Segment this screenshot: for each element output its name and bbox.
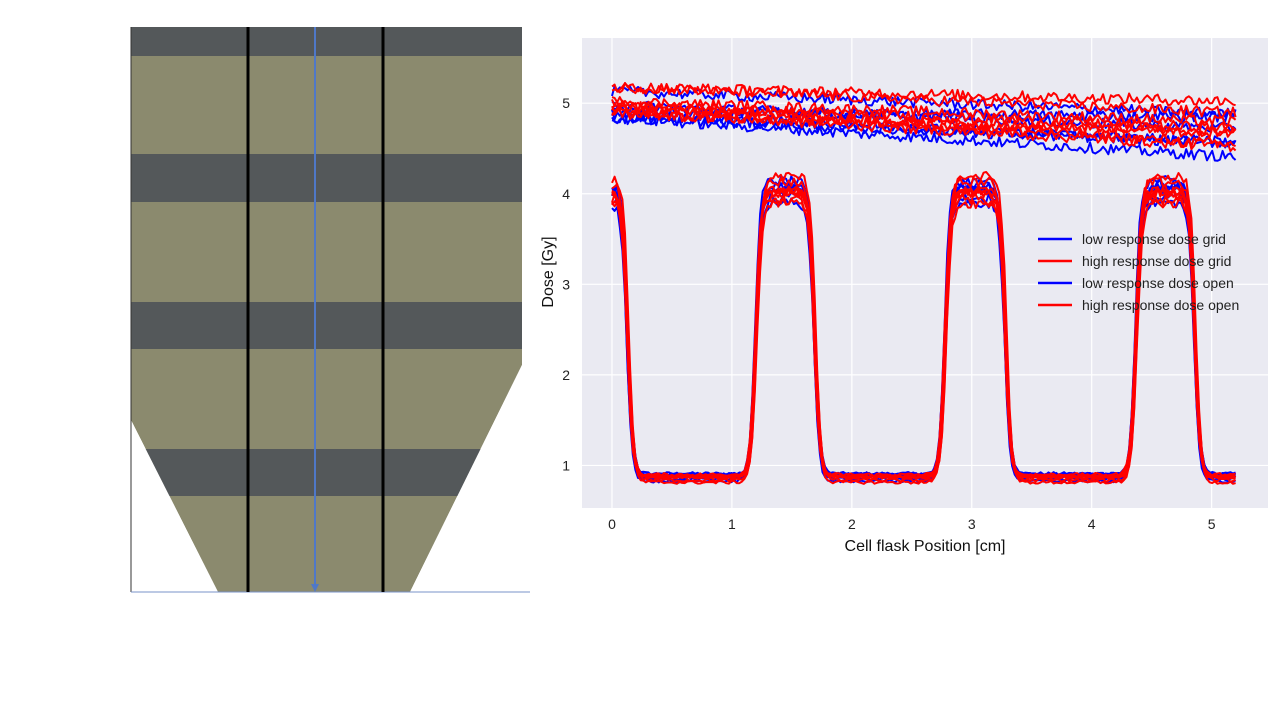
x-axis-label: Cell flask Position [cm] [845, 538, 1006, 555]
x-tick-label: 0 [608, 516, 616, 532]
legend-label: high response dose open [1082, 297, 1239, 313]
y-tick-label: 5 [562, 95, 570, 111]
film-band [131, 449, 522, 496]
y-tick-label: 4 [562, 186, 570, 202]
y-axis-label: Dose [Gy] [540, 236, 557, 307]
film-band [131, 27, 522, 56]
legend: low response dose grid high response dose… [1038, 231, 1239, 313]
tick-labels: 0 1 2 3 4 5 1 2 3 4 5 [562, 95, 1216, 532]
legend-label: high response dose grid [1082, 253, 1231, 269]
dose-curve [611, 96, 1237, 127]
y-tick-label: 1 [562, 457, 570, 473]
film-cut-corner [410, 365, 530, 592]
dose-curve [611, 99, 1236, 148]
x-tick-label: 4 [1088, 516, 1096, 532]
x-tick-label: 2 [848, 516, 856, 532]
x-tick-label: 5 [1208, 516, 1216, 532]
dose-curve [611, 82, 1236, 107]
film-cut-corner [131, 420, 218, 592]
dose-curve [611, 104, 1237, 138]
dose-curve [611, 186, 1236, 485]
legend-label: low response dose open [1082, 275, 1234, 291]
profile-arrow-head [311, 584, 319, 592]
y-tick-label: 3 [562, 276, 570, 292]
x-tick-label: 3 [968, 516, 976, 532]
x-tick-label: 1 [728, 516, 736, 532]
dose-curves [611, 82, 1237, 485]
grid-lines [582, 38, 1268, 508]
legend-label: low response dose grid [1082, 231, 1226, 247]
dose-curve [611, 99, 1236, 134]
film-band [131, 154, 522, 202]
dose-curve [611, 82, 1237, 118]
film-band [131, 302, 522, 349]
dose-curve [611, 113, 1237, 149]
y-tick-label: 2 [562, 367, 570, 383]
